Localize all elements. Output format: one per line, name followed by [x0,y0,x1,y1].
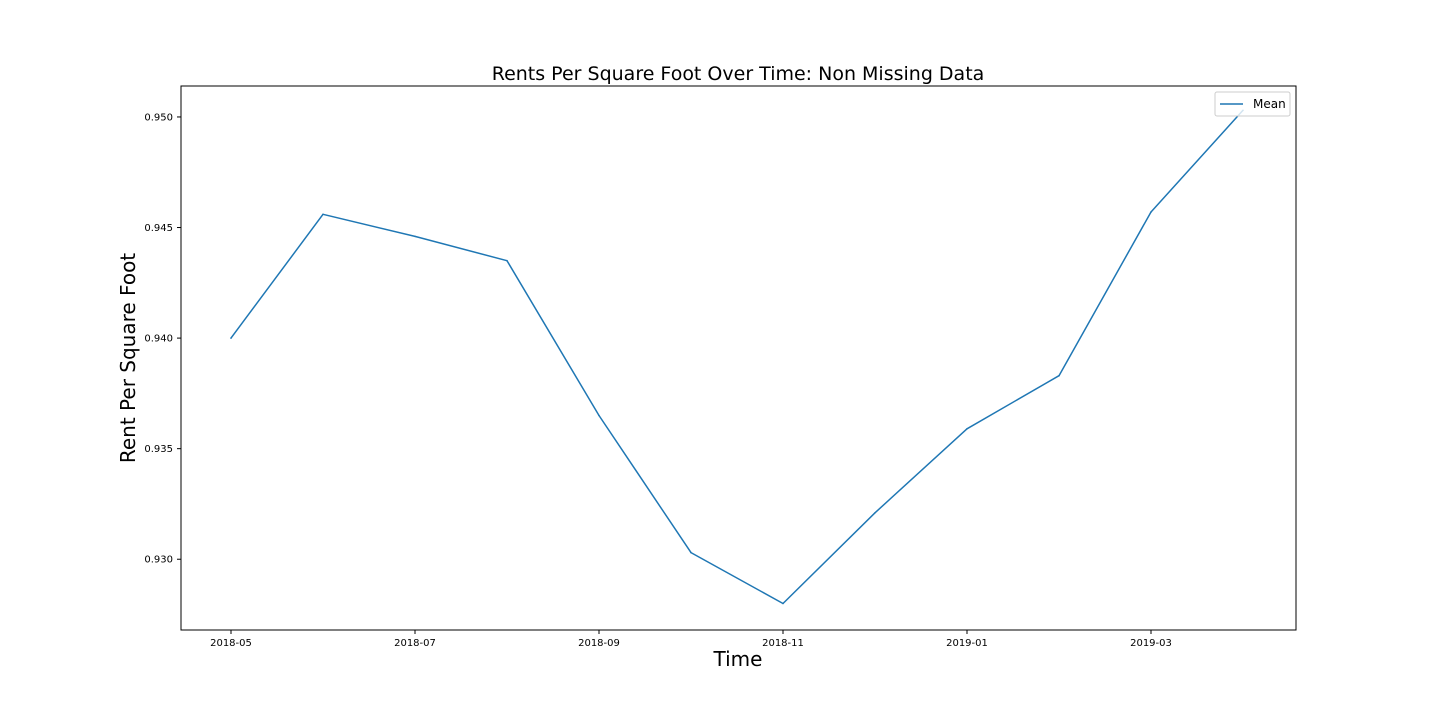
data-point [966,427,968,430]
legend-box [1214,91,1291,117]
y-tick-label: 0.950 [144,112,173,123]
x-tick-label: 2018-05 [210,638,252,649]
y-tick-label: 0.935 [144,444,173,455]
legend-label: Mean [1253,97,1286,111]
x-tick-label: 2019-01 [946,638,988,649]
y-axis-title: Rent Per Square Foot [116,253,140,463]
x-tick-label: 2018-09 [578,638,620,649]
x-axis-title: Time [713,647,763,671]
chart-title: Rents Per Square Foot Over Time: Non Mis… [492,63,985,85]
y-tick-label: 0.940 [144,334,173,345]
data-point [230,337,232,339]
data-point [874,511,876,514]
y-tick-label: 0.930 [144,555,173,566]
y-tick-label: 0.945 [144,223,173,234]
data-point [506,259,508,262]
x-tick-label: 2018-11 [762,638,804,649]
x-tick-label: 2018-07 [394,638,436,649]
x-tick-label: 2019-03 [1130,638,1172,649]
data-point [1058,374,1060,377]
data-point [598,414,600,417]
data-point [414,235,416,238]
data-point [782,602,784,605]
plot-area: 2018-05 2018-07 2018-09 2018-11 2019-01 2019-… [144,85,1297,649]
series-line-mean [230,109,1244,605]
plot-frame [180,85,1297,631]
legend: Mean [1214,91,1291,117]
data-point [1150,211,1152,213]
data-point [690,551,692,554]
data-point [322,213,324,216]
